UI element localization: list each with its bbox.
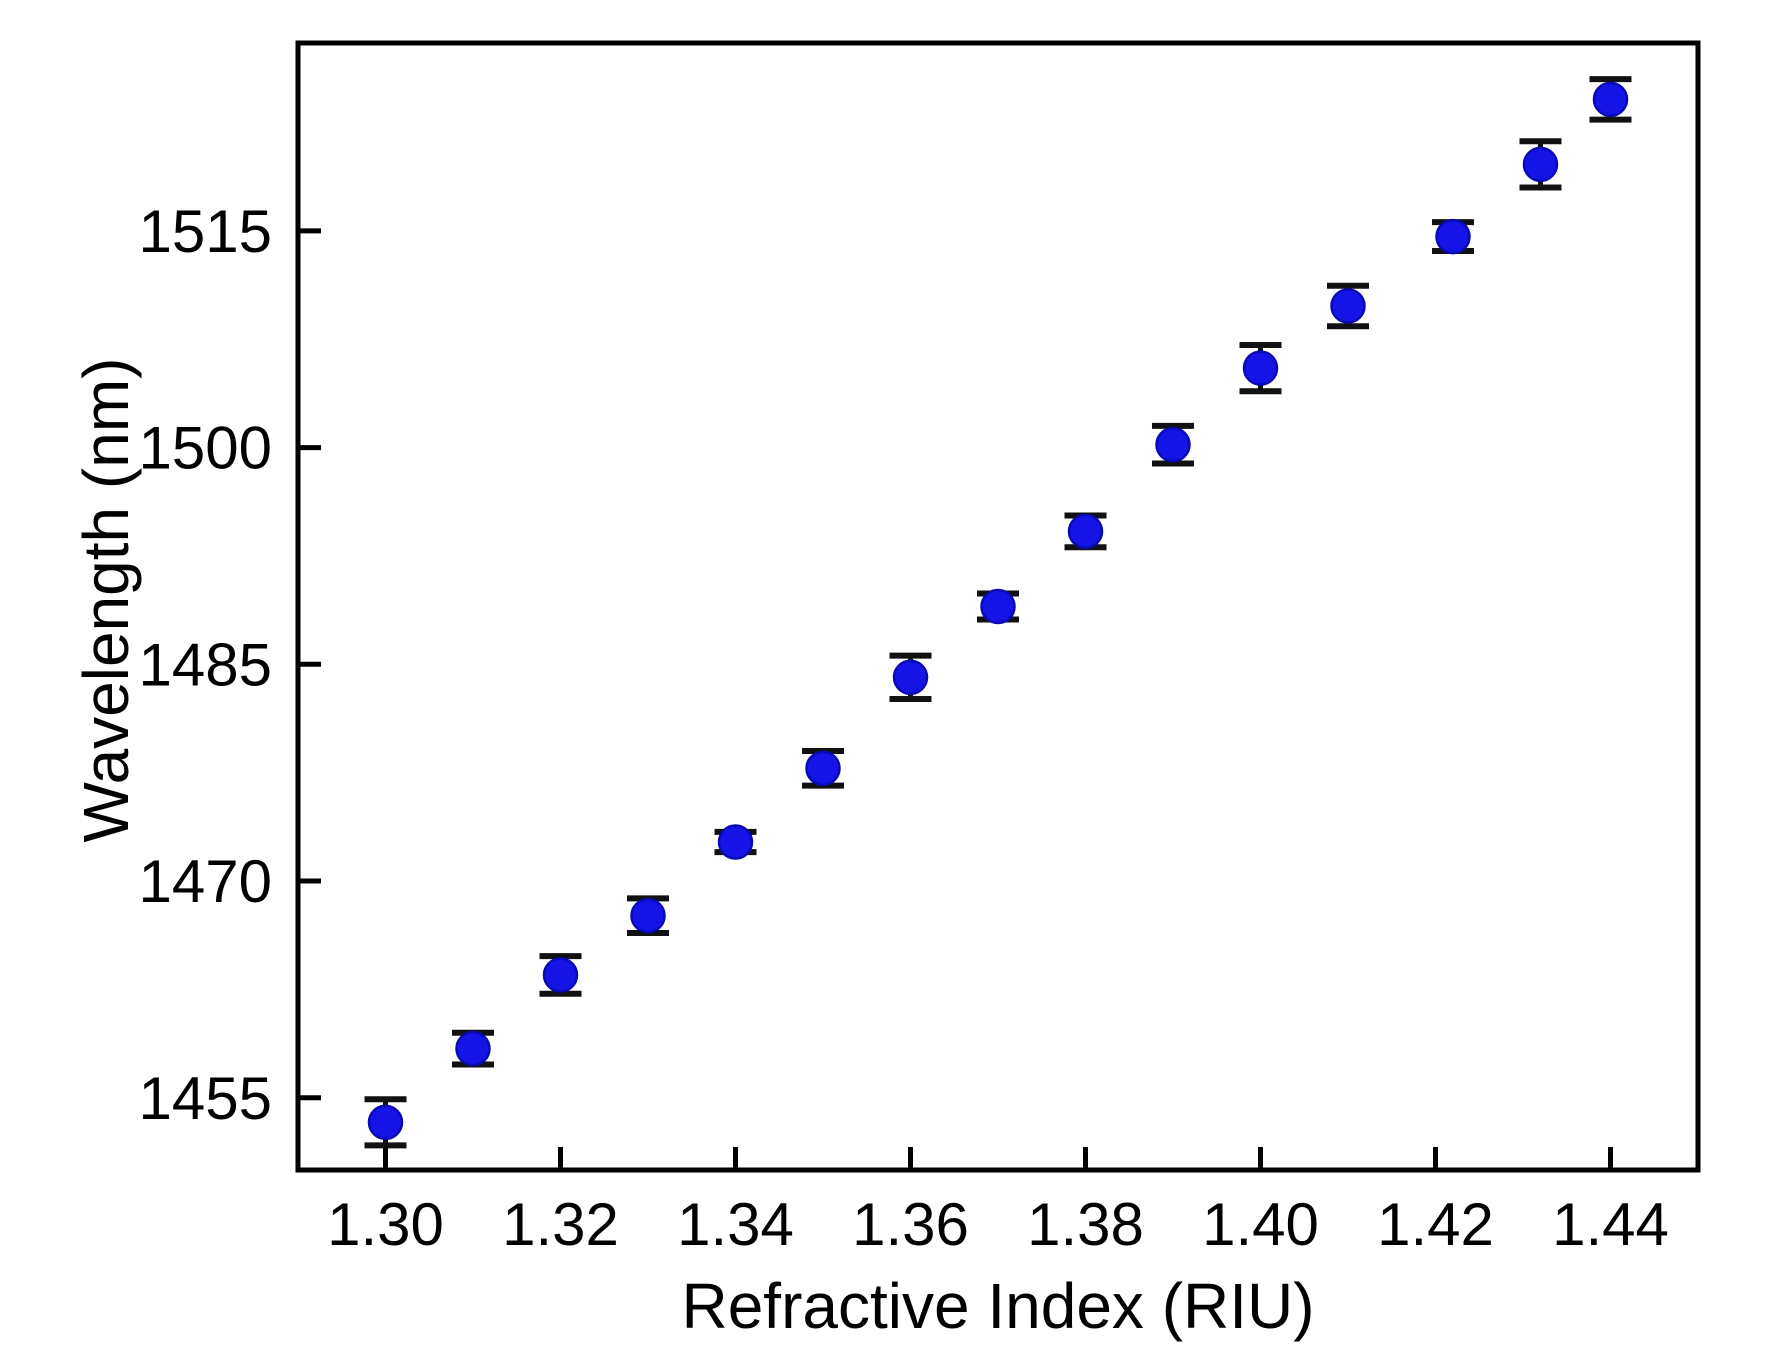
data-point <box>1327 282 1369 330</box>
x-tick-label: 1.44 <box>1552 1191 1669 1258</box>
y-tick-label: 1515 <box>139 198 272 265</box>
data-point <box>539 953 582 997</box>
x-axis-title: Refractive Index (RIU) <box>681 1270 1314 1342</box>
data-point-marker <box>805 750 841 787</box>
x-tick-label: 1.32 <box>502 1191 619 1258</box>
data-point-marker <box>1155 426 1191 463</box>
data-point <box>1239 341 1282 395</box>
data-point-marker <box>1592 81 1629 118</box>
data-point-marker <box>630 897 666 934</box>
plot-frame <box>295 40 1701 1173</box>
y-tick-label: 1485 <box>139 631 272 698</box>
data-point-marker <box>542 957 579 993</box>
data-point <box>1152 422 1194 467</box>
data-point <box>802 747 844 789</box>
data-point <box>977 588 1019 625</box>
axes-frame <box>295 40 1701 1173</box>
x-tick-label: 1.42 <box>1377 1191 1494 1258</box>
data-point <box>1432 218 1474 255</box>
y-tick-label: 1455 <box>139 1065 272 1132</box>
data-point-marker <box>1330 288 1366 324</box>
x-tick-label: 1.30 <box>327 1191 444 1258</box>
data-point <box>1064 512 1107 551</box>
data-point <box>364 1096 407 1149</box>
data-point-marker <box>1522 146 1559 183</box>
data-point-marker <box>1067 513 1104 550</box>
y-axis-ticks: 1455 1470 1485 1500 1515 <box>139 198 321 1132</box>
y-tick-label: 1500 <box>139 415 272 482</box>
data-point-marker <box>717 824 754 860</box>
data-point-marker <box>367 1104 404 1141</box>
data-series <box>364 76 1632 1149</box>
data-point-marker <box>1435 218 1471 255</box>
y-axis-title: Wavelength (nm) <box>70 358 142 843</box>
data-point <box>889 652 932 702</box>
data-point-marker <box>1242 350 1279 386</box>
x-axis-ticks: 1.30 1.32 1.34 1.36 1.38 1.40 1.42 1.44 <box>327 1147 1669 1258</box>
data-point <box>1519 138 1562 191</box>
data-point <box>627 895 669 937</box>
data-point-marker <box>455 1030 491 1067</box>
x-tick-label: 1.40 <box>1202 1191 1319 1258</box>
x-tick-label: 1.34 <box>677 1191 794 1258</box>
data-point <box>714 824 757 860</box>
x-tick-label: 1.36 <box>852 1191 969 1258</box>
data-point-marker <box>892 659 929 696</box>
data-point <box>452 1029 494 1068</box>
data-point <box>1589 76 1632 123</box>
x-tick-label: 1.38 <box>1027 1191 1144 1258</box>
data-point-marker <box>980 588 1016 625</box>
y-tick-label: 1470 <box>139 848 272 915</box>
